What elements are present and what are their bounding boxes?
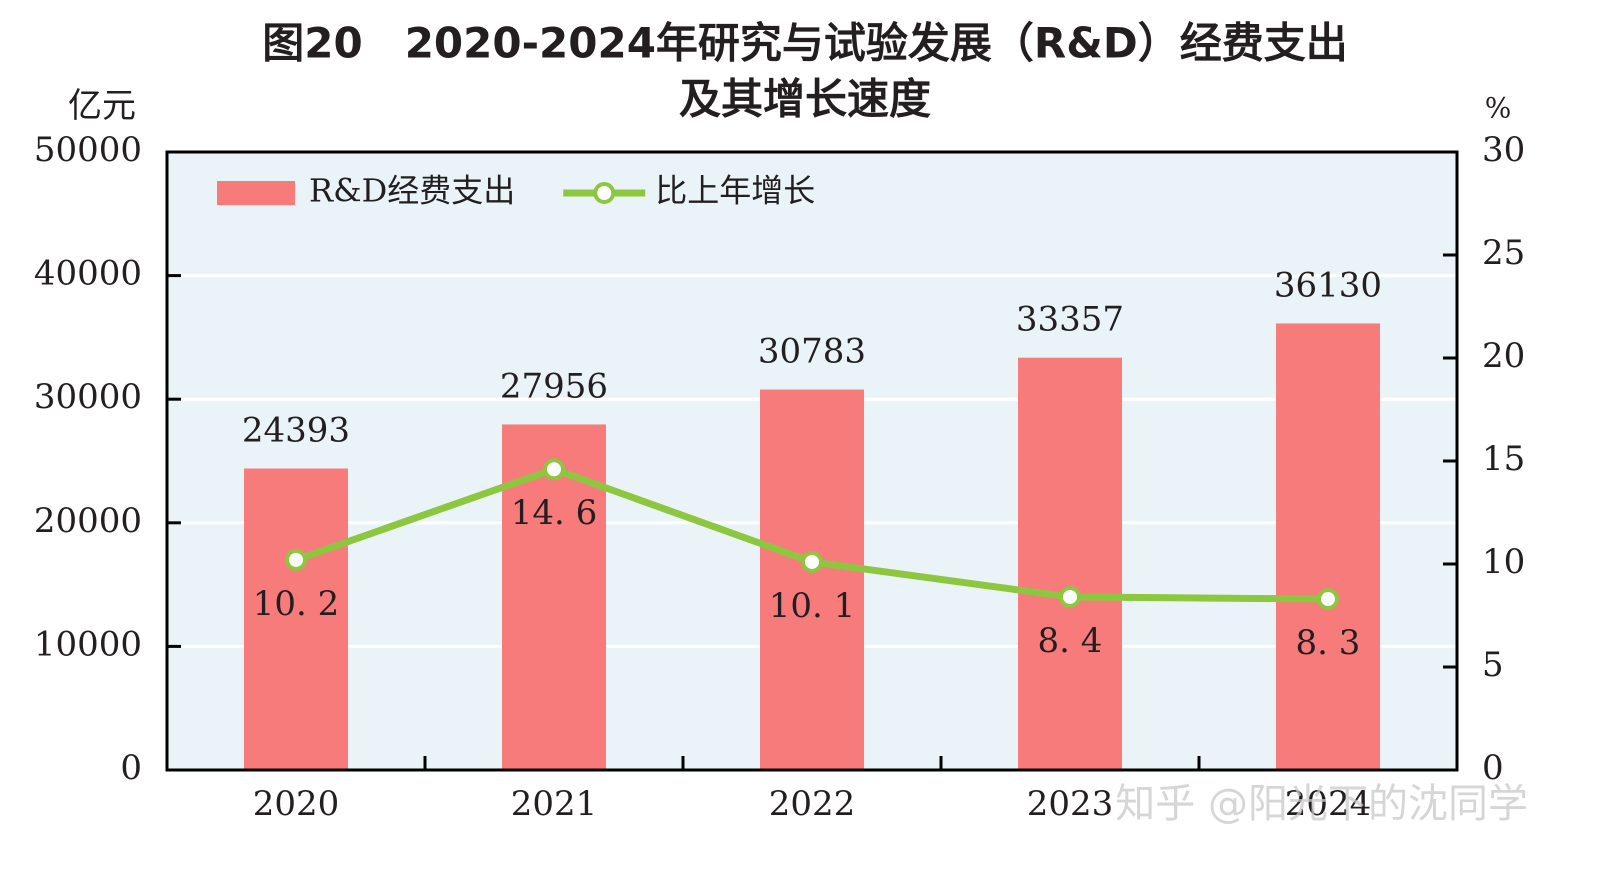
y2-tick-label: 20 bbox=[1482, 336, 1525, 376]
chart-title: 图20 2020-2024年研究与试验发展（R&D）经费支出 bbox=[262, 19, 1348, 68]
bar bbox=[244, 468, 348, 770]
legend-label: R&D经费支出 bbox=[309, 172, 515, 210]
line-value-label: 10. 1 bbox=[769, 586, 856, 626]
bar bbox=[760, 389, 864, 770]
y-tick-label: 30000 bbox=[34, 377, 142, 417]
bar-value-label: 27956 bbox=[500, 366, 608, 406]
y-tick-label: 10000 bbox=[34, 624, 142, 664]
bar-value-label: 30783 bbox=[758, 332, 866, 372]
legend-label: 比上年增长 bbox=[655, 172, 815, 210]
line-point bbox=[1059, 585, 1081, 608]
y2-tick-label: 25 bbox=[1482, 233, 1525, 273]
x-tick-label: 2023 bbox=[1027, 784, 1114, 824]
line-value-label: 8. 4 bbox=[1038, 621, 1103, 661]
line-value-label: 8. 3 bbox=[1296, 623, 1361, 663]
y2-tick-label: 0 bbox=[1482, 748, 1504, 788]
line-point bbox=[1317, 588, 1339, 611]
y2-tick-label: 10 bbox=[1482, 542, 1525, 582]
bar bbox=[1276, 323, 1380, 770]
y2-tick-label: 30 bbox=[1482, 130, 1525, 170]
bar-value-label: 24393 bbox=[242, 411, 350, 451]
legend-swatch bbox=[217, 181, 295, 205]
line-point bbox=[285, 548, 307, 571]
bar-value-label: 36130 bbox=[1274, 265, 1382, 305]
x-tick-label: 2021 bbox=[511, 784, 598, 824]
y-tick-label: 20000 bbox=[34, 501, 142, 541]
x-tick-label: 2024 bbox=[1285, 784, 1372, 824]
x-tick-label: 2022 bbox=[769, 784, 856, 824]
y-tick-label: 40000 bbox=[34, 254, 142, 294]
watermark: 知乎 @阳光下的沈同学 bbox=[1115, 781, 1528, 827]
bar bbox=[1018, 357, 1122, 770]
layer bbox=[167, 150, 1457, 772]
y2-axis-label: % bbox=[1485, 92, 1512, 125]
y-tick-label: 0 bbox=[120, 748, 142, 788]
chart-title: 及其增长速度 bbox=[679, 75, 931, 124]
y-tick-label: 50000 bbox=[34, 130, 142, 170]
line-point bbox=[801, 550, 823, 573]
y2-tick-label: 15 bbox=[1482, 439, 1525, 479]
y-axis-label: 亿元 bbox=[68, 86, 136, 126]
line-value-label: 14. 6 bbox=[511, 493, 598, 533]
legend-swatch bbox=[593, 182, 616, 204]
x-tick-label: 2020 bbox=[253, 784, 340, 824]
line-value-label: 10. 2 bbox=[253, 584, 340, 624]
bar-value-label: 33357 bbox=[1016, 300, 1124, 340]
line-point bbox=[543, 458, 565, 481]
y2-tick-label: 5 bbox=[1482, 645, 1504, 685]
